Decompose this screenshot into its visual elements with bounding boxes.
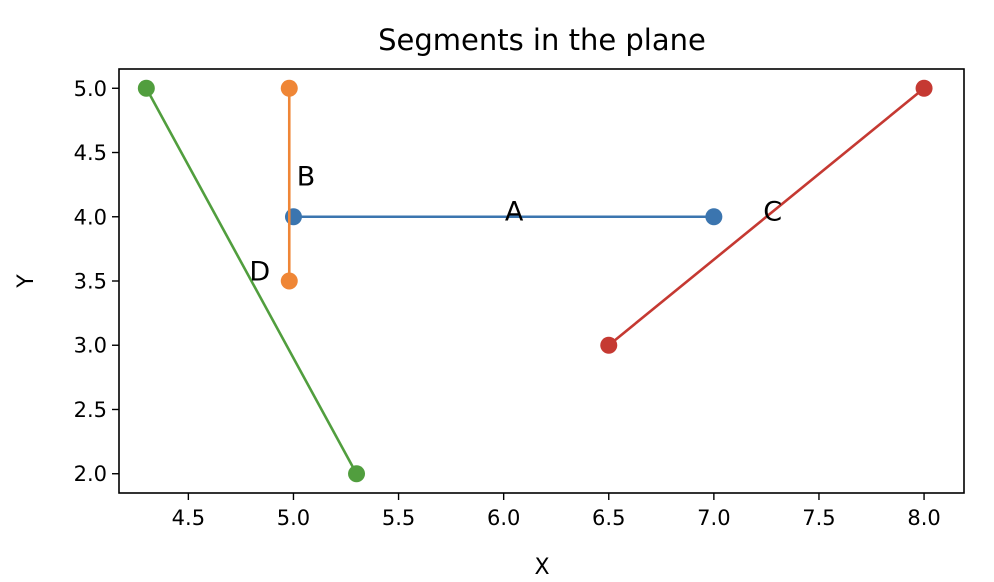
y-axis: 2.0 2.5 3.0 3.5 4.0 4.5 5.0 <box>74 77 119 486</box>
y-tick-label: 5.0 <box>74 77 107 101</box>
segment-endpoint <box>348 465 366 483</box>
segment-line <box>607 87 925 347</box>
y-tick-label: 4.5 <box>74 141 107 165</box>
plot-frame <box>118 68 965 494</box>
segment-endpoint <box>600 336 618 354</box>
segment-endpoint <box>137 79 155 97</box>
segment-endpoint <box>705 208 723 226</box>
x-tick-label: 6.5 <box>592 506 625 530</box>
segment-d <box>137 79 366 483</box>
segment-label: D <box>249 257 270 288</box>
x-tick-label: 6.0 <box>487 506 520 530</box>
y-tick-label: 3.0 <box>74 334 107 358</box>
segment-endpoint <box>280 272 298 290</box>
segment-endpoint <box>915 79 933 97</box>
segment-b <box>280 79 298 290</box>
segment-label: B <box>297 162 316 193</box>
y-tick-label: 2.5 <box>74 398 107 422</box>
y-axis-label: Y <box>14 274 39 289</box>
segment-labels-layer: A B C D <box>249 162 782 288</box>
y-tick-label: 3.5 <box>74 270 107 294</box>
x-tick-label: 5.0 <box>277 506 310 530</box>
y-tick-label: 4.0 <box>74 205 107 229</box>
y-tick-label: 2.0 <box>74 462 107 486</box>
x-tick-label: 5.5 <box>382 506 415 530</box>
x-tick-label: 7.5 <box>802 506 835 530</box>
segment-endpoint <box>284 208 302 226</box>
x-tick-label: 8.0 <box>907 506 940 530</box>
x-tick-label: 7.0 <box>697 506 730 530</box>
chart-title: Segments in the plane <box>378 23 706 57</box>
x-axis-label: X <box>534 555 549 580</box>
segment-label: A <box>505 196 524 227</box>
x-tick-label: 4.5 <box>172 506 205 530</box>
segment-label: C <box>763 196 782 227</box>
segment-line <box>145 87 358 475</box>
segment-a <box>284 208 723 226</box>
segment-c <box>600 79 933 354</box>
x-axis: 4.5 5.0 5.5 6.0 6.5 7.0 7.5 8.0 <box>172 493 941 530</box>
segments-layer <box>137 79 933 483</box>
segment-endpoint <box>280 79 298 97</box>
